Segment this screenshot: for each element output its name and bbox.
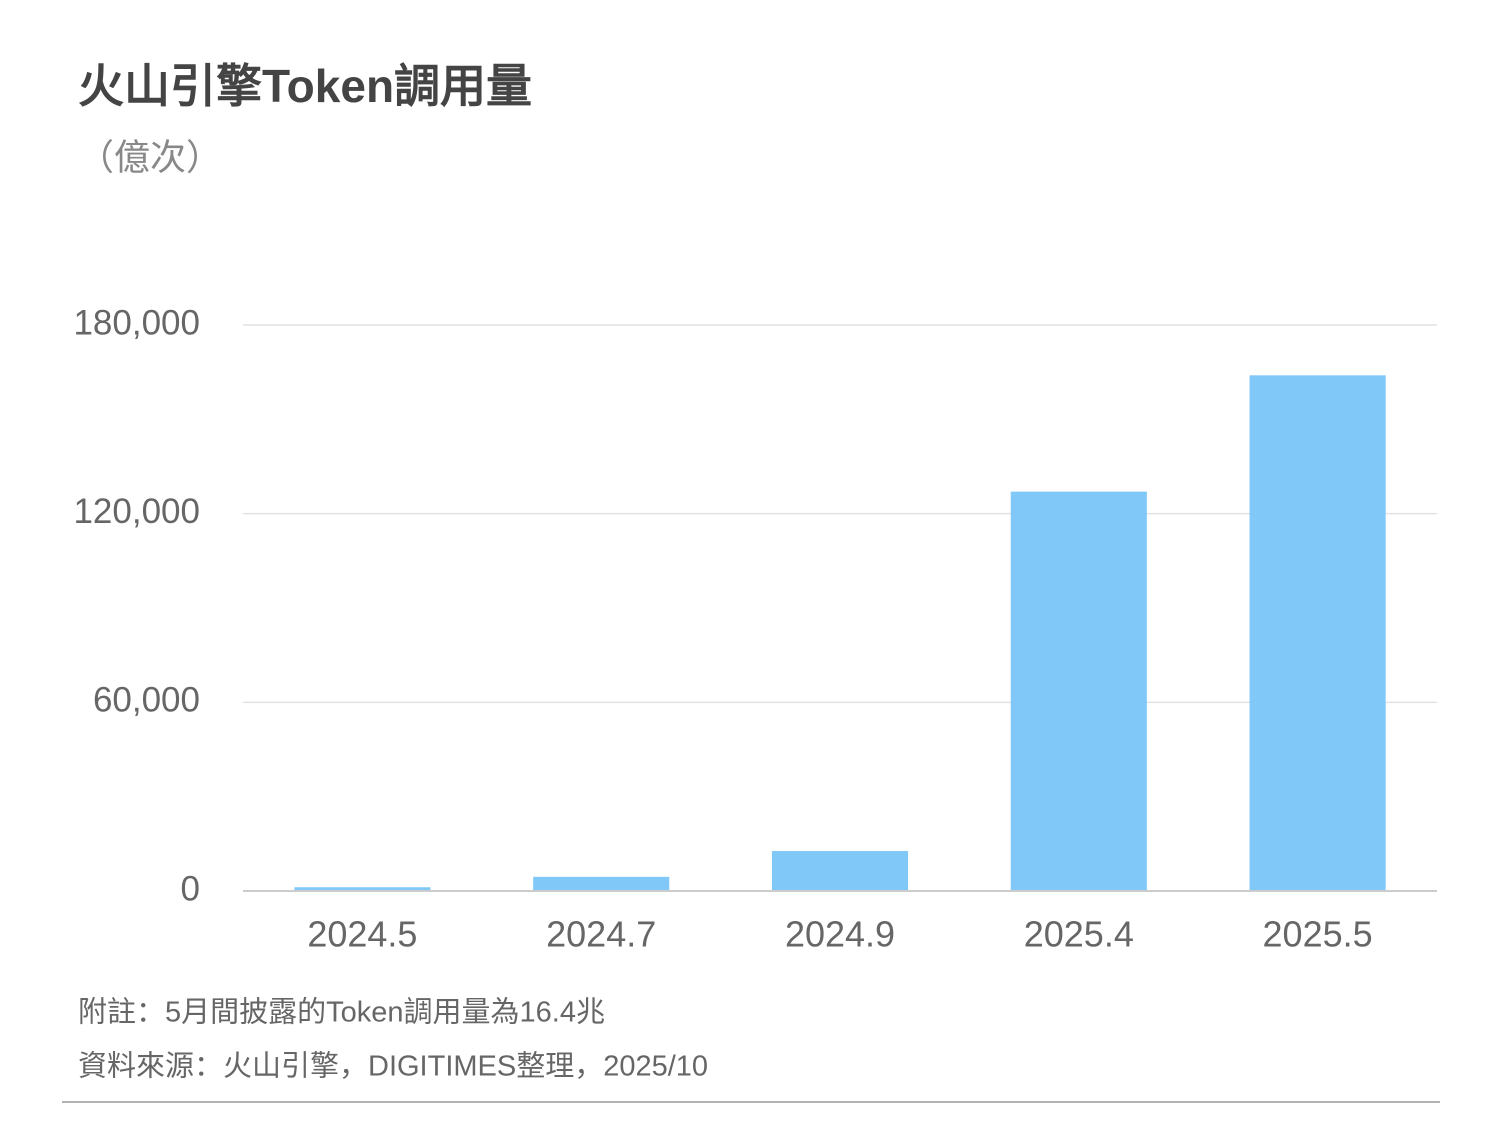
x-tick-label: 2024.9: [785, 914, 895, 955]
x-tick-label: 2025.5: [1263, 914, 1373, 955]
x-tick-label: 2024.7: [546, 914, 656, 955]
x-tick-label: 2025.4: [1024, 914, 1134, 955]
chart-title: 火山引擎Token調用量: [78, 60, 532, 112]
x-tick-label: 2024.5: [307, 914, 417, 955]
chart-subtitle: （億次）: [78, 137, 222, 178]
y-tick-label: 120,000: [73, 492, 200, 531]
bar: [771, 851, 909, 891]
note: 附註：5月間披露的Token調用量為16.4兆: [78, 996, 605, 1029]
bar: [533, 876, 670, 891]
y-tick-label: 60,000: [93, 681, 200, 720]
y-tick-label: 180,000: [73, 303, 200, 342]
bar: [1249, 375, 1386, 891]
bar: [294, 887, 431, 891]
y-tick-label: 0: [181, 869, 200, 908]
bar: [1010, 491, 1147, 891]
source: 資料來源：火山引擎，DIGITIMES整理，2025/10: [78, 1050, 708, 1083]
